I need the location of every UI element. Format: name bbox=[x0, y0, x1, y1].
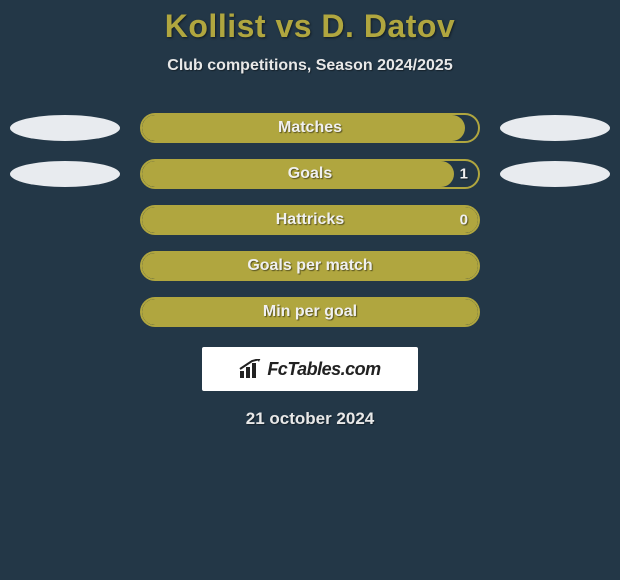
spacer bbox=[10, 207, 120, 233]
spacer bbox=[10, 253, 120, 279]
page-title: Kollist vs D. Datov bbox=[165, 8, 455, 45]
stat-row: Goals 1 bbox=[0, 159, 620, 189]
stat-bar: Min per goal bbox=[140, 297, 480, 327]
stat-row: Min per goal bbox=[0, 297, 620, 327]
stat-bar: Matches bbox=[140, 113, 480, 143]
player-left-marker bbox=[10, 161, 120, 187]
subtitle: Club competitions, Season 2024/2025 bbox=[167, 57, 452, 75]
chart-icon bbox=[239, 359, 263, 379]
stat-bar: Goals per match bbox=[140, 251, 480, 281]
logo-box: FcTables.com bbox=[202, 347, 418, 391]
stat-value-right: 0 bbox=[460, 212, 468, 229]
spacer bbox=[500, 299, 610, 325]
bars-container: Matches Goals 1 Hattricks 0 Goals per match Mi… bbox=[0, 113, 620, 327]
spacer bbox=[10, 299, 120, 325]
stat-bar: Goals 1 bbox=[140, 159, 480, 189]
stat-label: Hattricks bbox=[276, 211, 344, 229]
stat-value-right: 1 bbox=[460, 166, 468, 183]
spacer bbox=[500, 253, 610, 279]
logo-text: FcTables.com bbox=[267, 359, 380, 380]
stat-row: Goals per match bbox=[0, 251, 620, 281]
stat-label: Matches bbox=[278, 119, 342, 137]
date-label: 21 october 2024 bbox=[246, 409, 375, 429]
stat-label: Min per goal bbox=[263, 303, 357, 321]
player-right-marker bbox=[500, 115, 610, 141]
stat-label: Goals bbox=[288, 165, 332, 183]
stat-row: Matches bbox=[0, 113, 620, 143]
stat-label: Goals per match bbox=[247, 257, 372, 275]
player-left-marker bbox=[10, 115, 120, 141]
spacer bbox=[500, 207, 610, 233]
stat-bar: Hattricks 0 bbox=[140, 205, 480, 235]
stat-row: Hattricks 0 bbox=[0, 205, 620, 235]
player-right-marker bbox=[500, 161, 610, 187]
comparison-panel: Kollist vs D. Datov Club competitions, S… bbox=[0, 0, 620, 429]
